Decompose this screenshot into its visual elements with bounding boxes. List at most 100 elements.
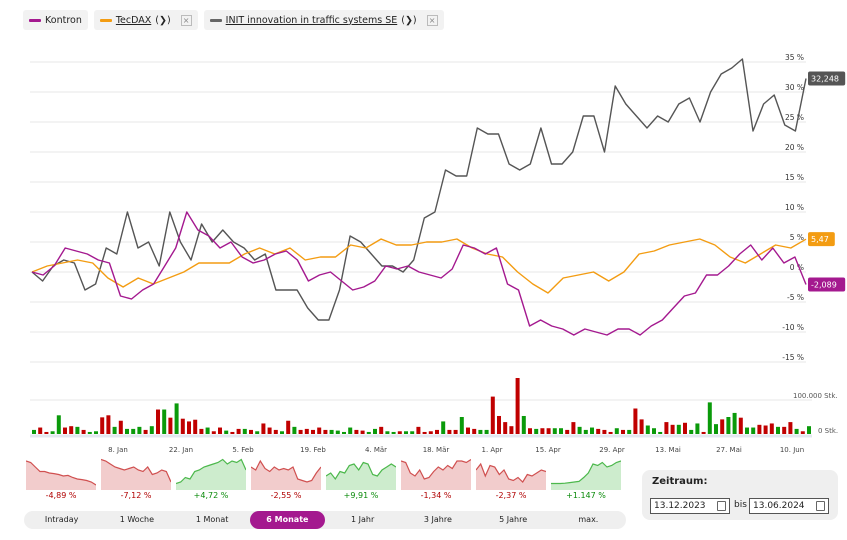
calendar-icon[interactable] [717, 501, 726, 511]
volume-tick-label: 0 Stk. [818, 427, 838, 435]
init-link[interactable]: INIT innovation in traffic systems SE [225, 14, 398, 26]
volume-bar [714, 424, 718, 434]
y-tick-label: 25 % [785, 113, 804, 122]
volume-bar [385, 431, 390, 434]
period-thumbnail[interactable]: -1,34 % [400, 456, 472, 500]
volume-bar [292, 426, 297, 434]
y-tick-label: 35 % [785, 53, 804, 62]
calendar-icon[interactable] [816, 501, 825, 511]
volume-bar [528, 428, 532, 434]
volume-bar [174, 403, 179, 434]
volume-bar [416, 426, 421, 434]
series-line-1 [31, 238, 807, 294]
volume-bar [410, 431, 415, 434]
sparkline-line [475, 462, 547, 483]
volume-bar [224, 430, 229, 434]
period-button[interactable]: 5 Jahre [499, 515, 528, 524]
period-thumbnail[interactable]: -2,37 % [475, 456, 547, 500]
period-change-label: +4,72 % [193, 491, 229, 500]
chevron-down-icon[interactable]: (❯) [401, 14, 417, 26]
volume-bar [757, 424, 762, 434]
volume-bar [627, 429, 632, 434]
to-date-input[interactable]: 13.06.2024 [749, 498, 829, 514]
period-thumbnail[interactable]: -7,12 % [100, 456, 172, 500]
period-thumbnail[interactable]: -4,89 % [25, 456, 97, 500]
volume-bar [131, 428, 136, 434]
y-tick-label: -10 % [782, 323, 804, 332]
sparkline-area [476, 464, 546, 490]
volume-bar [720, 419, 725, 434]
volume-bar [397, 431, 402, 434]
sparkline-area [251, 461, 321, 490]
period-button[interactable]: 1 Woche [119, 515, 155, 524]
volume-bar [180, 418, 185, 434]
volume-bar [689, 429, 694, 434]
period-button[interactable]: 1 Jahr [350, 515, 375, 524]
volume-bar [466, 427, 470, 434]
period-change-label: -2,37 % [495, 491, 527, 500]
volume-bar [149, 426, 154, 434]
volume-bar [286, 420, 291, 434]
period-thumbnail[interactable]: +1.147 % [551, 456, 622, 500]
volume-bar [323, 429, 328, 434]
volume-bar [63, 427, 67, 434]
sparkline-line [250, 459, 322, 483]
chevron-down-icon[interactable]: (❯) [155, 14, 171, 26]
volume-bar [521, 415, 526, 434]
period-thumbnail[interactable]: +4,72 % [175, 456, 247, 500]
period-button[interactable]: 1 Monat [195, 515, 229, 524]
volume-bar [44, 431, 49, 434]
volume-bar [242, 428, 247, 434]
volume-bar [577, 426, 582, 434]
volume-bar [515, 378, 520, 434]
volume-bar [422, 431, 427, 434]
volume-bar [428, 431, 433, 434]
x-tick-label: 1. Apr [481, 446, 502, 454]
period-change-label: +9,91 % [343, 491, 379, 500]
sparkline-area [101, 459, 171, 490]
period-button[interactable]: Intraday [44, 515, 79, 524]
volume-bar [261, 423, 266, 434]
sparkline-line [325, 461, 397, 481]
volume-bar [614, 428, 619, 434]
volume-bar [800, 431, 805, 434]
from-date-input[interactable]: 13.12.2023 [650, 498, 730, 514]
period-button[interactable]: 3 Jahre [423, 515, 452, 524]
volume-bar [391, 431, 396, 434]
series-line-0 [31, 211, 807, 336]
period-button[interactable]: 6 Monate [249, 511, 325, 529]
period-thumbnail[interactable]: +9,91 % [325, 456, 397, 500]
volume-bar [478, 429, 483, 434]
period-thumbnail[interactable]: -2,55 % [250, 456, 322, 500]
volume-bar [608, 431, 613, 434]
volume-bar [459, 417, 464, 434]
date-range-panel: Zeitraum: 13.12.2023 bis 13.06.2024 [642, 470, 838, 520]
volume-bar [69, 426, 74, 434]
tecdax-link[interactable]: TecDAX [115, 14, 152, 26]
sparkline-area [176, 459, 246, 490]
y-tick-label: 15 % [785, 173, 804, 182]
volume-bar [249, 429, 253, 434]
volume-bar [199, 428, 204, 434]
sparkline-line [400, 458, 472, 480]
volume-bar [472, 428, 477, 434]
close-icon[interactable]: × [426, 14, 438, 26]
period-change-label: -1,34 % [420, 491, 452, 500]
volume-bar [540, 428, 545, 434]
series-line-2 [31, 58, 807, 321]
price-chart[interactable]: 35 % 30 % 25 % 20 % 15 % 10 % 5 % 0 % -5 % -10 % -… [0, 0, 847, 460]
from-date-value: 13.12.2023 [654, 501, 706, 511]
volume-bar [366, 431, 371, 434]
x-tick-label: 4. Mär [365, 446, 387, 454]
sparkline [551, 460, 622, 490]
sparkline [100, 458, 172, 490]
volume-bar [168, 417, 173, 434]
volume-bar [583, 429, 588, 434]
y-tick-label: 10 % [785, 203, 804, 212]
close-icon[interactable]: × [180, 14, 192, 26]
legend-item-init: INIT innovation in traffic systems SE (❯… [203, 10, 444, 30]
period-button[interactable]: max. [578, 515, 599, 524]
y-tick-label: 30 % [785, 83, 804, 92]
volume-bar [738, 417, 743, 434]
volume-bar [695, 423, 700, 434]
